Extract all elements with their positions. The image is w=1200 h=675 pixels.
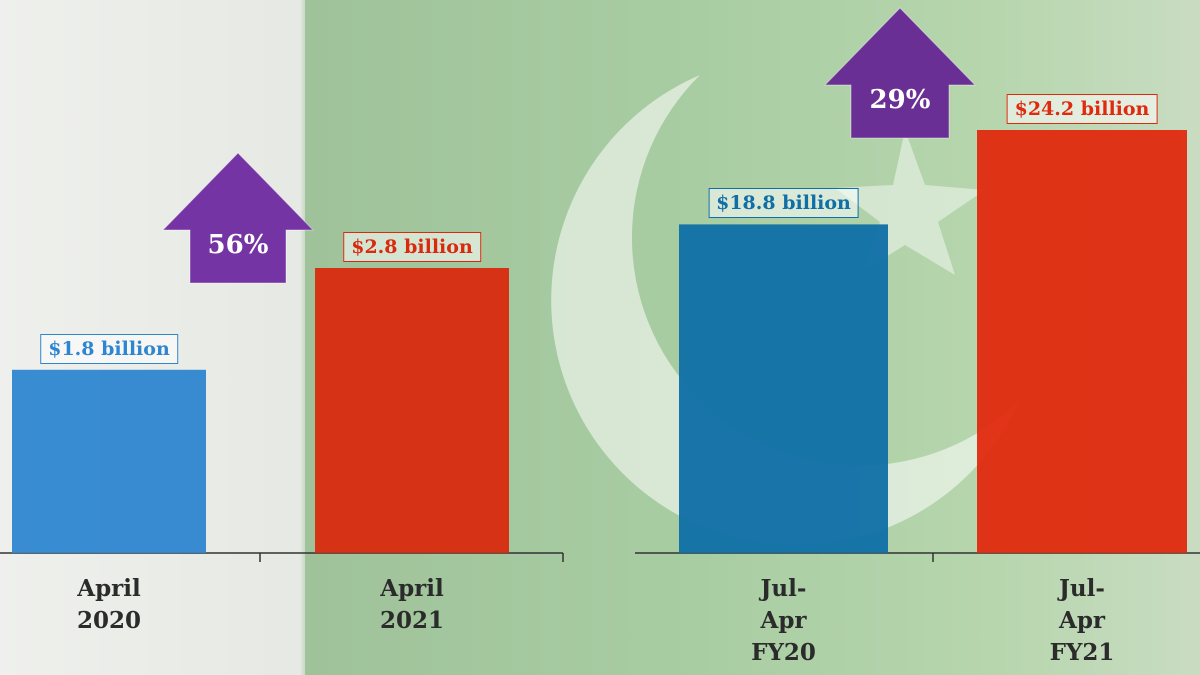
- value-label: $2.8 billion: [343, 232, 481, 262]
- x-tick-label: Jul-Apr FY20: [751, 575, 816, 666]
- x-tick-label: Jul-Apr FY21: [1049, 575, 1115, 666]
- bar: [977, 130, 1187, 553]
- value-label: $24.2 billion: [1006, 94, 1158, 124]
- growth-arrow: [161, 152, 315, 284]
- growth-arrow: [823, 7, 977, 139]
- value-label: $1.8 billion: [40, 333, 178, 364]
- star: [835, 130, 985, 275]
- bar: [679, 224, 888, 553]
- growth-label: 56%: [207, 230, 269, 260]
- x-tick-label: April 2020: [76, 575, 142, 634]
- bar: [12, 369, 206, 553]
- crescent: [551, 75, 1020, 546]
- value-label: $18.8 billion: [708, 188, 859, 219]
- x-tick-label: April 2021: [379, 575, 445, 634]
- growth-label: 29%: [869, 85, 931, 115]
- bar: [315, 268, 509, 553]
